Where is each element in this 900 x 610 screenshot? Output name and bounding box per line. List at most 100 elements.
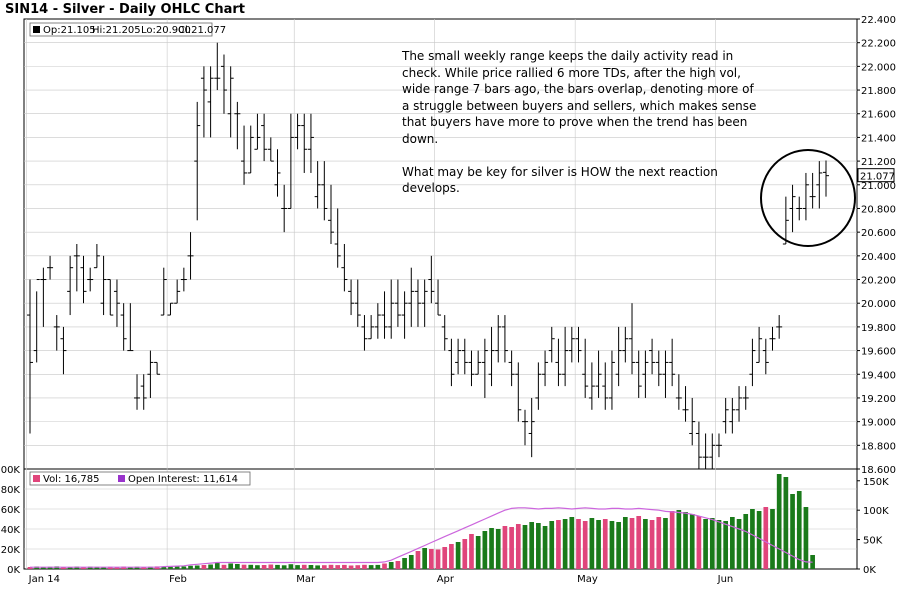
- volume-bar: [449, 544, 454, 569]
- ohlc-bar: [40, 267, 47, 327]
- volume-bar: [241, 564, 247, 569]
- volume-bar: [415, 551, 421, 569]
- volume-bar: [462, 539, 468, 569]
- ohlc-bar: [649, 338, 656, 375]
- volume-left-tick-label: 60K: [1, 505, 21, 516]
- volume-bar: [529, 522, 535, 569]
- volume-left-tick-label: 100K: [0, 465, 20, 476]
- volume-bar: [228, 563, 234, 569]
- ohlc-bar: [180, 267, 187, 292]
- info-close: Cl:21.077: [178, 25, 226, 36]
- price-tick-label: 18.800: [861, 441, 896, 452]
- volume-bar: [395, 561, 401, 569]
- ohlc-bar: [287, 113, 294, 209]
- volume-bar: [342, 564, 347, 569]
- price-tick-label: 21.200: [861, 157, 896, 168]
- volume-bar: [194, 565, 200, 569]
- volume-bar: [141, 567, 147, 569]
- ohlc-bar: [669, 338, 676, 387]
- volume-bar: [709, 518, 715, 569]
- ohlc-bar: [73, 244, 80, 292]
- ohlc-bar: [675, 374, 682, 410]
- volume-bar: [482, 531, 488, 569]
- ohlc-bar: [368, 315, 375, 340]
- month-label: Feb: [169, 574, 187, 585]
- volume-bar: [643, 519, 648, 569]
- ohlc-bar: [414, 279, 421, 327]
- volume-bar: [208, 564, 213, 569]
- volume-bar: [469, 534, 474, 569]
- volume-bar: [214, 563, 220, 569]
- volume-bar: [362, 564, 367, 569]
- info-open: Op:21.105: [43, 25, 96, 36]
- volume-bar: [489, 528, 494, 569]
- volume-bar: [348, 565, 354, 569]
- ohlc-bar: [93, 244, 100, 269]
- volume-bar: [582, 521, 588, 569]
- volume-bar: [515, 524, 521, 569]
- volume-bar: [716, 520, 722, 569]
- volume-bar: [622, 517, 628, 569]
- info-low: Lo:20.900: [141, 25, 191, 36]
- ohlc-bar: [60, 326, 67, 375]
- price-tick-label: 21.400: [861, 133, 896, 144]
- volume-bar: [790, 494, 795, 569]
- ohlc-bar: [348, 279, 355, 316]
- volume-bar: [536, 523, 541, 569]
- month-label: May: [577, 574, 598, 585]
- price-tick-label: 20.400: [861, 252, 896, 263]
- price-tick-label: 21.000: [861, 181, 896, 192]
- volume-bar: [148, 566, 153, 569]
- volume-bar: [429, 549, 434, 569]
- volume-bar: [188, 565, 193, 569]
- volume-bar: [388, 562, 394, 569]
- ohlc-bar: [769, 326, 776, 351]
- ohlc-bar: [207, 66, 214, 138]
- volume-bar: [576, 519, 581, 569]
- volume-bar: [455, 542, 461, 569]
- annotation-text: The small weekly range keeps the daily a…: [402, 48, 762, 213]
- ohlc-bar: [147, 350, 154, 398]
- ohlc-bar: [535, 362, 542, 410]
- ohlc-bar: [394, 279, 401, 327]
- ohlc-bar: [542, 350, 549, 387]
- volume-bar: [27, 567, 33, 569]
- ohlc-bar: [816, 161, 823, 209]
- volume-bar: [475, 536, 481, 569]
- ohlc-bar: [294, 113, 301, 150]
- volume-bar: [382, 563, 387, 569]
- ohlc-bar: [756, 326, 763, 363]
- volume-bar: [375, 564, 381, 569]
- ohlc-bar: [187, 232, 194, 280]
- oi-right-tick-label: 0K: [863, 565, 876, 576]
- ohlc-bar: [87, 267, 94, 292]
- volume-bar: [656, 517, 662, 569]
- volume-bar: [683, 512, 688, 569]
- volume-bar: [368, 565, 374, 569]
- ohlc-bar: [200, 66, 207, 138]
- ohlc-bar: [401, 291, 408, 339]
- price-tick-label: 19.200: [861, 394, 896, 405]
- volume-bar: [743, 514, 749, 569]
- price-tick-label: 19.600: [861, 347, 896, 358]
- ohlc-bar: [789, 184, 796, 233]
- ohlc-bar: [254, 113, 261, 150]
- price-tick-label: 21.600: [861, 110, 896, 121]
- volume-bar: [335, 565, 341, 569]
- volume-bar: [736, 519, 742, 569]
- price-tick-label: 18.600: [861, 465, 896, 476]
- volume-bar: [248, 564, 254, 569]
- volume-bar: [509, 527, 514, 569]
- volume-bar: [663, 518, 668, 569]
- volume-bar: [174, 566, 180, 569]
- ohlc-bar: [408, 267, 415, 327]
- ohlc-bar: [823, 160, 829, 197]
- volume-bar: [315, 565, 320, 569]
- volume-bar: [562, 519, 568, 569]
- volume-bar: [235, 564, 240, 569]
- ohlc-bar: [441, 315, 448, 351]
- ohlc-bar: [67, 255, 74, 316]
- ohlc-bar: [127, 303, 134, 352]
- volume-bar: [435, 549, 441, 569]
- oi-right-tick-label: 100K: [863, 506, 889, 517]
